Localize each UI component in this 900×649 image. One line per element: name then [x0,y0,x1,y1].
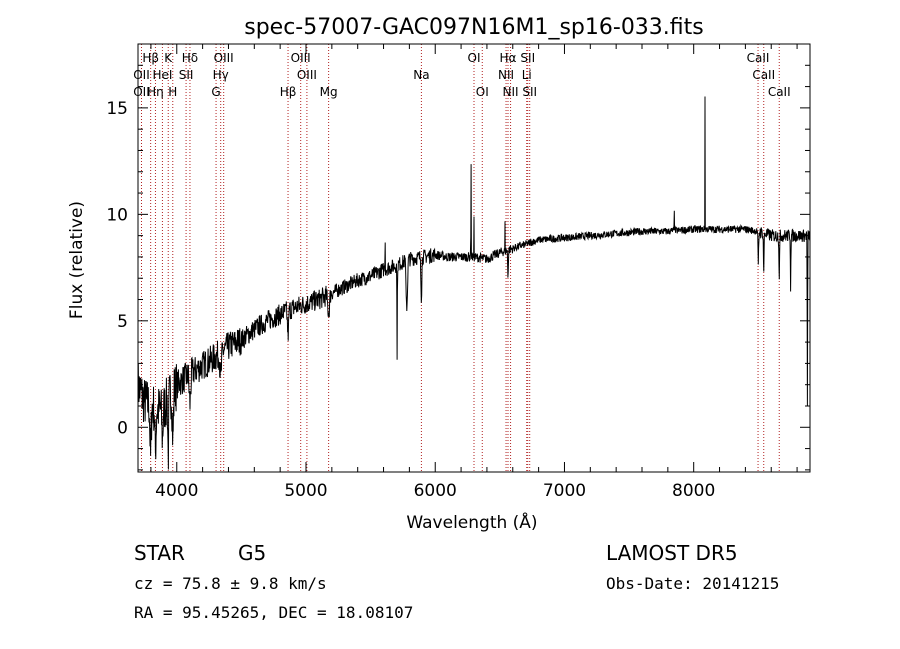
marker-label: Hη [147,85,164,99]
axis-tick-labels: 4000 5000 6000 7000 8000 0 5 10 15 [106,99,715,501]
y-tick-label: 5 [117,312,128,332]
marker-label: NII [498,68,514,82]
marker-label: Hα [500,51,517,65]
marker-label: OI [476,85,489,99]
plot-frame [137,43,811,473]
marker-label: Mg [320,85,338,99]
marker-label: CaII [752,68,775,82]
marker-label: SII [522,85,537,99]
marker-label: CaII [747,51,770,65]
marker-label: OII [133,85,150,99]
marker-label: OIII [291,51,311,65]
y-tick-label: 0 [117,418,128,438]
x-tick-label: 5000 [284,481,327,501]
marker-label: Hβ [142,51,159,65]
marker-label: Li [522,68,532,82]
x-tick-label: 4000 [155,481,198,501]
marker-label: OII [133,68,150,82]
survey-name: LAMOST DR5 [606,541,738,565]
observation-date: Obs-Date: 20141215 [606,574,779,593]
x-tick-label: 6000 [414,481,457,501]
marker-label: Hδ [182,51,198,65]
x-axis-label: Wavelength (Å) [406,511,537,533]
y-tick-label: 10 [106,205,128,225]
marker-label: OI [468,51,481,65]
object-subclass: G5 [238,541,266,565]
coordinates: RA = 95.45265, DEC = 18.08107 [134,603,413,622]
line-marker-lines [140,44,780,472]
marker-label: G [211,85,220,99]
spectrum-line [137,96,811,470]
marker-label: Hβ [280,85,297,99]
x-tick-label: 8000 [672,481,715,501]
marker-label: OIII [297,68,317,82]
marker-label: SII [179,68,194,82]
y-tick-label: 15 [106,99,128,119]
marker-label: OIII [214,51,234,65]
redshift-cz: cz = 75.8 ± 9.8 km/s [134,574,327,593]
x-tick-label: 7000 [543,481,586,501]
marker-label: K [164,51,173,65]
y-axis-label: Flux (relative) [67,201,87,319]
marker-label: H [168,85,177,99]
axis-ticks [138,43,810,472]
marker-label: SII [520,51,535,65]
chart-title: spec-57007-GAC097N16M1_sp16-033.fits [244,15,704,40]
marker-label: NII [503,85,519,99]
marker-label: Hγ [213,68,229,82]
marker-label: HeI [152,68,172,82]
marker-label: CaII [768,85,791,99]
object-class: STAR [134,541,185,565]
marker-label: Na [413,68,429,82]
